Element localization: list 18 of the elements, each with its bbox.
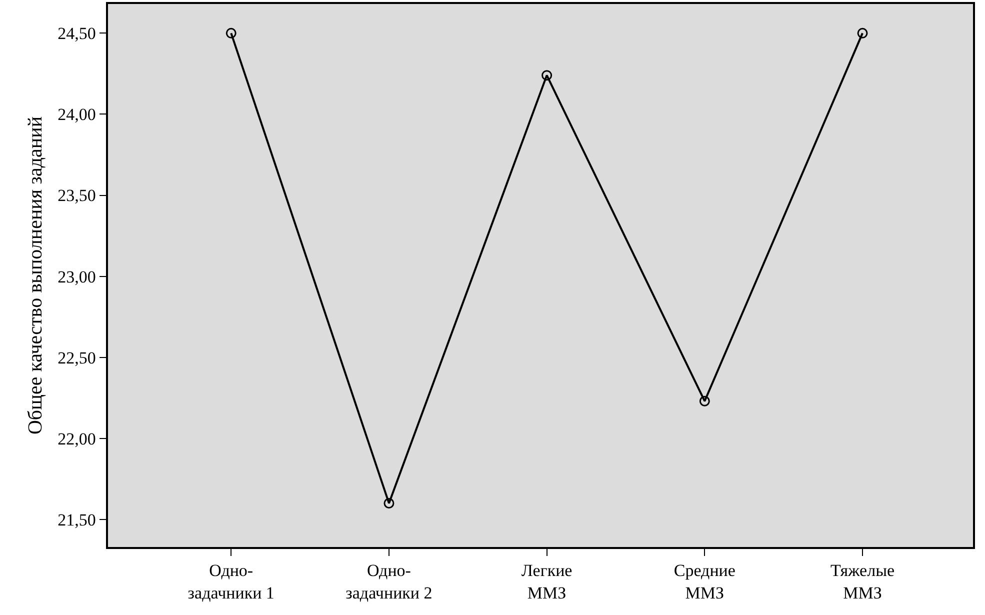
point [857,28,868,38]
x-tick-label: Тяжелые ММЗ [830,561,895,602]
y-tick-label: 23,00 [58,267,96,286]
x-tick-label: Средние ММЗ [674,561,736,602]
point [384,498,394,508]
y-tick-label: 23,50 [58,186,96,206]
y-tick-label: 24,00 [58,105,96,124]
y-tick-label: 24,50 [58,24,96,44]
y-tick-label: 22,00 [58,429,96,448]
point [699,396,710,406]
point [542,70,552,81]
x-tick-label: Легкие ММЗ [521,561,572,602]
x-tick-label: Одно- задачники 2 [346,561,432,602]
y-axis-title: Общее качество выполнения заданий [24,116,47,435]
y-tick-label: 22,50 [58,348,96,368]
x-tick-label: Одно- задачники 1 [188,561,274,602]
point [226,28,236,38]
y-tick-label: 21,50 [58,510,96,530]
